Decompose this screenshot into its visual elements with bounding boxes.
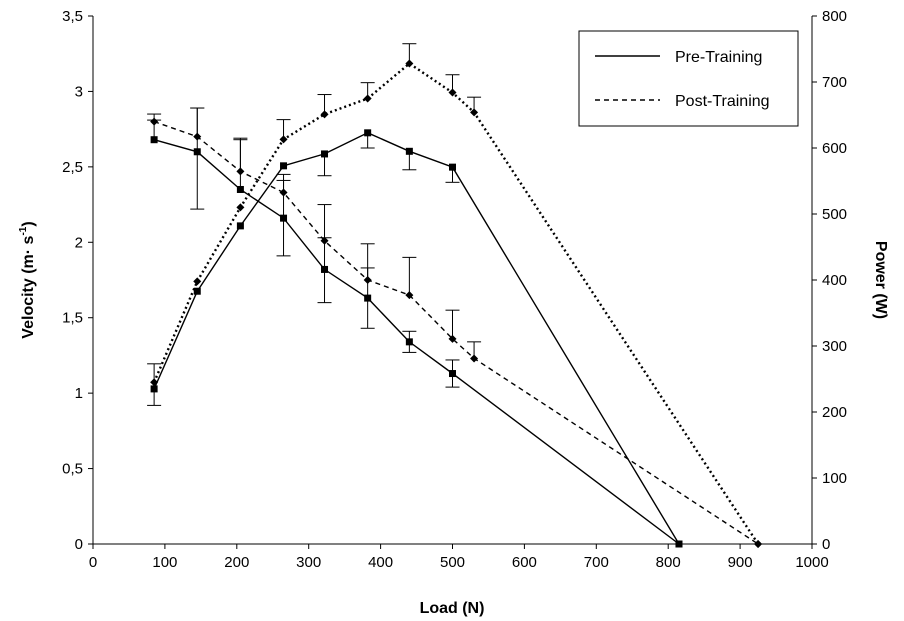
data-point-diamond: [150, 378, 159, 387]
x-tick-label: 800: [656, 554, 681, 571]
x-tick-label: 400: [368, 554, 393, 571]
x-tick-label: 700: [584, 554, 609, 571]
tick-labels: 0 100 200 300 400 500 600 700 800 900 100000,511,5…: [62, 8, 847, 571]
y-right-tick-label: 800: [822, 8, 847, 25]
series: [147, 43, 763, 548]
data-point-square: [321, 265, 329, 273]
series-line: [153, 139, 680, 545]
y-left-tick-label: 3,5: [62, 8, 83, 25]
y-left-tick-label: 0,5: [62, 461, 83, 478]
data-point-diamond: [150, 117, 159, 126]
data-point-diamond: [405, 291, 414, 300]
x-tick-label: 1000: [795, 554, 828, 571]
data-point-square: [150, 385, 158, 393]
data-point-square: [405, 338, 413, 346]
data-point-square: [364, 129, 372, 137]
data-point-square: [193, 148, 201, 156]
data-point-diamond: [320, 236, 329, 245]
y-left-tick-label: 0: [75, 536, 83, 553]
y-right-tick-label: 0: [822, 536, 830, 553]
data-point-diamond: [470, 354, 479, 363]
series-line: [153, 132, 680, 545]
data-point-square: [236, 222, 244, 230]
y-right-tick-label: 600: [822, 140, 847, 157]
y-left-tick-label: 3: [75, 83, 83, 100]
data-point-diamond: [448, 88, 457, 97]
y-left-tick-label: 2,5: [62, 159, 83, 176]
y-left-tick-label: 1: [75, 385, 83, 402]
y-right-tick-label: 400: [822, 272, 847, 289]
y-axis-right-title: Power (W): [872, 241, 889, 319]
legend-label-pre: Pre-Training: [675, 49, 762, 66]
data-point-diamond: [405, 59, 414, 68]
y-axis-left-title-sup: -1: [18, 226, 29, 235]
data-point-square: [280, 214, 288, 222]
data-point-diamond: [448, 334, 457, 343]
data-point-diamond: [236, 203, 245, 212]
y-axis-left-title-end: ): [20, 221, 37, 226]
x-tick-label: 200: [224, 554, 249, 571]
data-point-diamond: [193, 277, 202, 286]
series-power-pre: [147, 129, 683, 548]
series-velocity-post: [147, 107, 763, 548]
x-tick-label: 900: [728, 554, 753, 571]
x-tick-label: 600: [512, 554, 537, 571]
data-point-square: [321, 150, 329, 158]
y-right-tick-label: 100: [822, 470, 847, 487]
y-axis-left-title: Velocity (m· s-1): [18, 221, 37, 338]
y-axis-left-title-main: Velocity (m· s: [20, 235, 37, 338]
y-right-tick-label: 700: [822, 74, 847, 91]
data-point-square: [675, 540, 683, 548]
data-point-diamond: [279, 135, 288, 144]
data-point-diamond: [320, 110, 329, 119]
x-tick-label: 300: [296, 554, 321, 571]
data-point-square: [449, 163, 456, 171]
data-point-diamond: [754, 540, 763, 548]
x-tick-label: 500: [440, 554, 465, 571]
x-axis-title: Load (N): [420, 600, 485, 617]
y-right-tick-label: 300: [822, 338, 847, 355]
legend: Pre-Training Post-Training: [578, 30, 799, 127]
data-point-diamond: [236, 167, 245, 176]
data-point-diamond: [193, 132, 202, 141]
data-point-square: [236, 185, 244, 193]
series-power-post: [147, 43, 763, 548]
data-point-square: [364, 294, 372, 302]
x-tick-label: 0: [89, 554, 97, 571]
series-velocity-pre: [147, 107, 683, 548]
x-tick-label: 100: [152, 554, 177, 571]
data-point-square: [405, 147, 413, 155]
data-point-square: [193, 287, 201, 295]
series-line: [152, 61, 760, 545]
y-right-tick-label: 200: [822, 404, 847, 421]
data-point-diamond: [363, 94, 372, 103]
y-left-tick-label: 2: [75, 234, 83, 251]
data-point-square: [449, 370, 456, 378]
data-point-diamond: [470, 108, 479, 117]
legend-label-post: Post-Training: [675, 93, 770, 110]
y-right-tick-label: 500: [822, 206, 847, 223]
legend-box: [578, 30, 799, 127]
data-point-diamond: [363, 276, 372, 284]
data-point-square: [280, 162, 288, 170]
y-left-tick-label: 1,5: [62, 310, 83, 327]
data-point-diamond: [279, 188, 288, 197]
series-line: [153, 120, 759, 545]
data-point-square: [150, 136, 158, 144]
